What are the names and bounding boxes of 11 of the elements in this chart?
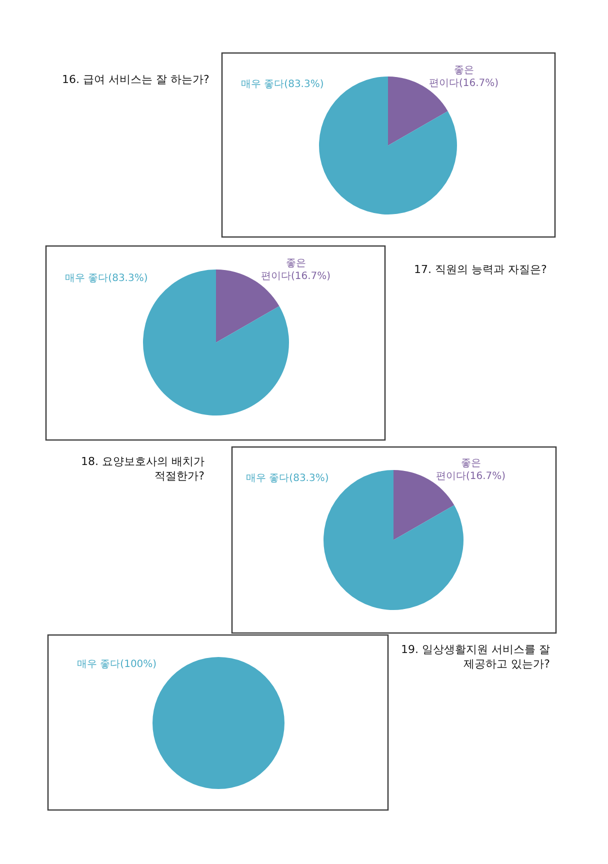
slice-label: 매우 좋다(83.3%) bbox=[65, 273, 148, 284]
slice-label: 매우 좋다(100%) bbox=[77, 659, 157, 670]
text: 16. 급여 서비스는 잘 하는가? bbox=[62, 73, 210, 86]
slice-label: 좋은 편이다(16.7%) bbox=[436, 458, 506, 482]
slice-label: 매우 좋다(83.3%) bbox=[241, 79, 324, 90]
slice-label: 좋은 편이다(16.7%) bbox=[261, 258, 331, 282]
slice-label: 매우 좋다(83.3%) bbox=[246, 473, 329, 484]
text: 18. 요양보호사의 배치가 적절한가? bbox=[81, 455, 205, 482]
slice-label: 좋은 편이다(16.7%) bbox=[429, 65, 499, 89]
text: 17. 직원의 능력과 자질은? bbox=[414, 263, 547, 276]
text: 19. 일상생활지원 서비스를 잘 제공하고 있는가? bbox=[401, 643, 550, 670]
